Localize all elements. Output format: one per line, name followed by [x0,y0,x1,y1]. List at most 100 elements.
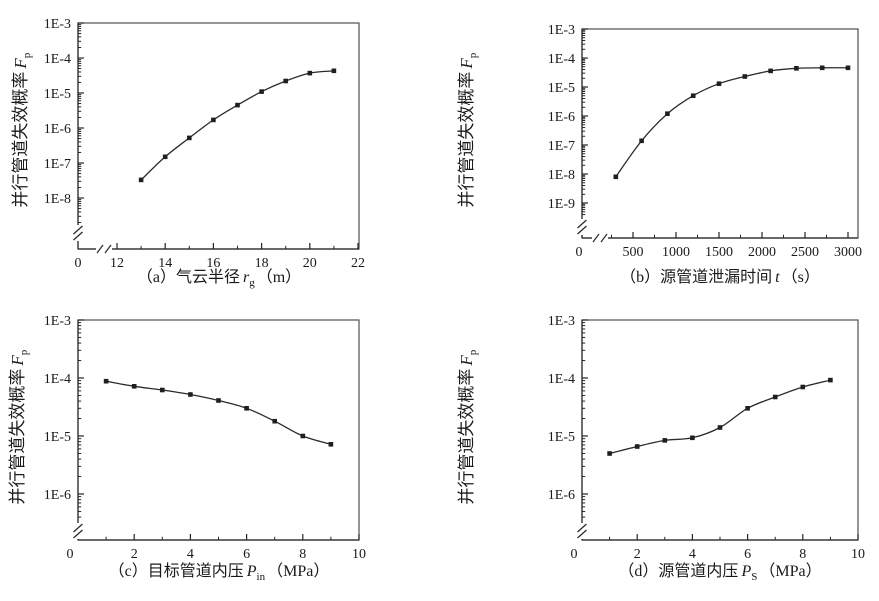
y-axis-title-text: 并行管道失效概率 [10,71,30,208]
x-tick-label: 12 [110,256,124,271]
x-tick-label: 3000 [834,245,862,260]
data-point-marker [160,387,165,393]
x-tick-label: 2 [131,547,138,562]
caption-b: （b）源管道泄漏时间 t （s） [520,268,879,293]
subplot-b: 1E-3 1E-4 1E-5 1E-6 1E-7 1E-8 1E-9 500 1000 1500 2… [440,0,879,300]
y-tick-label: 1E-9 [548,197,575,212]
caption-unit: （MPa） [267,563,330,580]
x-tick-label: 1000 [662,245,690,260]
caption-text: 气云半径 [175,269,240,286]
caption-c: （c）目标管道内压 Pin （MPa） [19,562,419,587]
y-axis-title-b: 并行管道失效概率 Fp [456,10,484,250]
y-axis-break [72,225,84,241]
data-point-marker [187,135,192,141]
x-tick-label: 14 [158,256,172,271]
data-point-marker [634,444,640,449]
origin-label: 0 [75,256,82,271]
data-point-marker [211,117,216,123]
x-axis-ticks: 0 2 4 6 8 10 [67,534,366,562]
series-markers [138,68,337,183]
plot-frame [581,319,859,541]
data-point-marker [138,177,144,183]
x-tick-label: 4 [187,547,194,562]
y-tick-label: 1E-3 [548,23,575,38]
y-tick-label: 1E-8 [548,168,575,183]
data-point-marker [742,74,748,79]
data-point-marker [716,81,722,86]
x-tick-label: 2500 [791,245,819,260]
data-point-marker [690,435,695,441]
y-tick-label: 1E-5 [44,87,71,102]
x-tick-label: 8 [799,547,806,562]
y-axis-title-c: 并行管道失效概率 Fp [7,307,35,547]
data-point-marker [259,89,264,94]
x-tick-label: 10 [352,547,366,562]
data-point-marker [690,93,696,98]
y-tick-label: 1E-5 [44,430,71,445]
subplot-a: 1E-3 1E-4 1E-5 1E-6 1E-7 1E-8 12 14 16 18 20 22 0 并行… [0,0,440,300]
y-axis-title-sub: p [18,349,31,356]
x-tick-label: 2 [634,547,641,562]
data-point-marker [307,70,313,76]
y-tick-label: 1E-6 [44,488,71,503]
y-axis-title-a: 并行管道失效概率 Fp [10,10,38,250]
y-axis-ticks: 1E-3 1E-4 1E-5 1E-6 [548,314,588,518]
x-tick-label: 22 [351,256,365,271]
plot-frame [77,22,360,250]
data-point-marker [131,384,137,389]
y-tick-label: 1E-8 [44,192,71,207]
chart-d-canvas: 1E-3 1E-4 1E-5 1E-6 0 2 4 6 8 10 [548,314,865,562]
y-axis-title-text: 并行管道失效概率 [7,368,27,505]
series-b [613,65,851,180]
subplot-d: 1E-3 1E-4 1E-5 1E-6 0 2 4 6 8 10 并行管道失效概率 Fp （d）源管… [440,300,879,601]
series-markers [103,378,334,447]
x-axis-ticks: 0 2 4 6 8 10 [571,534,865,562]
data-point-marker [768,68,773,74]
y-tick-label: 1E-3 [548,314,575,329]
caption-a: （a）气云半径 rg （m） [19,268,419,293]
caption-text: 源管道内压 [658,563,739,580]
x-tick-label: 4 [689,547,696,562]
y-tick-label: 1E-5 [548,81,575,96]
caption-var: P [246,563,257,580]
x-axis-break [592,233,608,243]
data-point-marker [665,111,670,116]
caption-sub: S [751,571,758,584]
series-c [103,378,334,447]
y-axis-ticks: 1E-3 1E-4 1E-5 1E-6 1E-7 1E-8 1E-9 [548,23,588,216]
caption-sub: g [249,277,255,290]
plot-frame [581,28,859,239]
subplot-c: 1E-3 1E-4 1E-5 1E-6 0 2 4 6 8 10 并行管道失效概率 Fp （c）目标… [0,300,440,601]
y-tick-label: 1E-6 [548,110,575,125]
y-tick-label: 1E-3 [44,17,71,32]
caption-unit: （m） [256,269,302,286]
data-point-marker [772,394,778,400]
caption-unit: （s） [781,269,820,286]
series-line [105,380,332,445]
chart-b-canvas: 1E-3 1E-4 1E-5 1E-6 1E-7 1E-8 1E-9 500 1000 1500 2… [548,23,862,260]
data-point-marker [331,68,337,74]
caption-index: （d） [618,563,659,580]
x-tick-label: 500 [623,245,644,260]
data-point-marker [188,392,193,397]
x-tick-label: 10 [851,547,865,562]
origin-label: 0 [576,245,583,260]
chart-c-canvas: 1E-3 1E-4 1E-5 1E-6 0 2 4 6 8 10 [44,314,366,562]
chart-a-canvas: 1E-3 1E-4 1E-5 1E-6 1E-7 1E-8 12 14 16 18 20 22 0 [44,17,365,271]
x-tick-label: 2000 [748,245,776,260]
series-line [609,379,831,455]
y-tick-label: 1E-5 [548,430,575,445]
caption-index: （b） [620,269,661,286]
series-line [615,67,849,178]
plot-frame [77,319,360,541]
y-tick-label: 1E-3 [44,314,71,329]
x-tick-label: 6 [744,547,751,562]
data-point-marker [328,442,334,447]
y-tick-label: 1E-6 [44,122,71,137]
x-tick-label: 18 [255,256,269,271]
data-point-marker [717,425,723,430]
y-axis-title-var: F [456,355,476,366]
caption-sub: in [256,571,266,584]
y-tick-label: 1E-7 [548,139,575,154]
